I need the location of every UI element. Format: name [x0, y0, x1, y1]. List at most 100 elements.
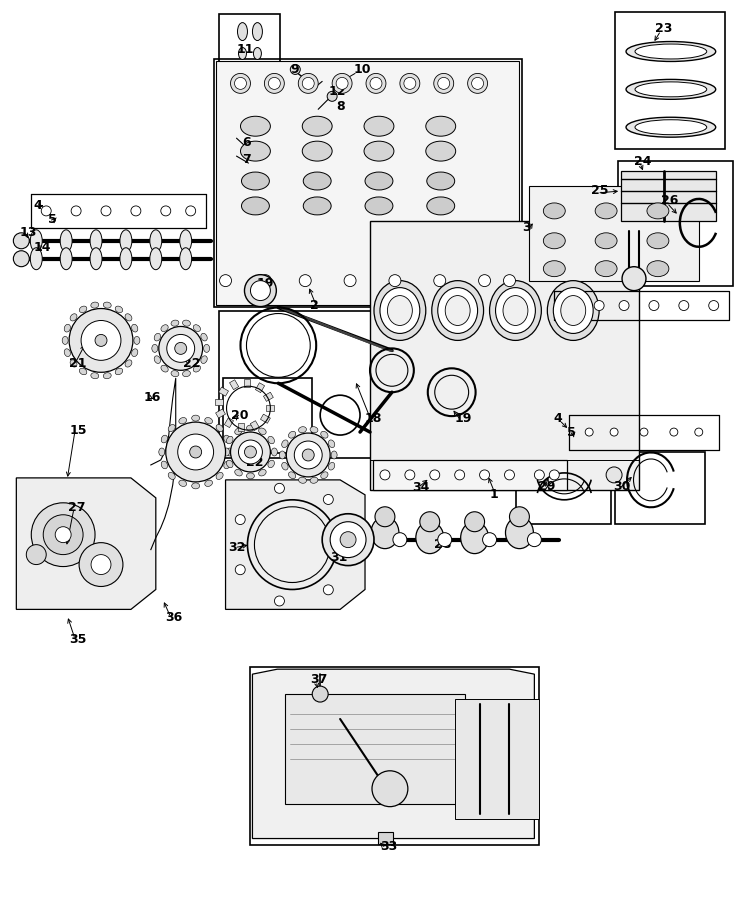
Ellipse shape: [247, 472, 254, 479]
Text: 5: 5: [568, 426, 576, 438]
Text: 32: 32: [228, 541, 246, 554]
Ellipse shape: [595, 261, 617, 276]
Circle shape: [81, 320, 121, 360]
Ellipse shape: [365, 172, 393, 190]
Ellipse shape: [79, 368, 87, 374]
Bar: [267, 405, 274, 411]
Ellipse shape: [192, 415, 199, 421]
Circle shape: [55, 526, 71, 543]
Text: 15: 15: [69, 424, 87, 436]
Circle shape: [400, 74, 420, 94]
Circle shape: [430, 470, 439, 480]
Circle shape: [79, 543, 123, 587]
Circle shape: [26, 544, 46, 564]
Circle shape: [323, 494, 333, 504]
Circle shape: [433, 74, 453, 94]
Ellipse shape: [416, 522, 444, 554]
Polygon shape: [529, 186, 699, 281]
Circle shape: [610, 428, 618, 436]
Text: 22: 22: [247, 456, 264, 470]
Circle shape: [159, 327, 202, 370]
Circle shape: [375, 507, 395, 526]
Ellipse shape: [162, 461, 167, 469]
Text: 14: 14: [33, 241, 51, 255]
Ellipse shape: [242, 172, 270, 190]
Ellipse shape: [438, 288, 478, 333]
Circle shape: [404, 77, 416, 89]
Ellipse shape: [239, 48, 247, 59]
Circle shape: [468, 74, 488, 94]
Bar: [245, 379, 250, 387]
Ellipse shape: [168, 472, 175, 480]
Ellipse shape: [303, 172, 331, 190]
Ellipse shape: [216, 425, 223, 432]
Bar: [216, 409, 225, 419]
Ellipse shape: [635, 82, 707, 97]
Circle shape: [585, 428, 593, 436]
Ellipse shape: [647, 202, 669, 219]
Ellipse shape: [241, 116, 270, 136]
Circle shape: [294, 441, 322, 469]
Circle shape: [380, 470, 390, 480]
Circle shape: [482, 533, 496, 546]
Polygon shape: [370, 220, 639, 490]
Circle shape: [245, 274, 276, 307]
Circle shape: [505, 470, 514, 480]
Ellipse shape: [461, 522, 488, 554]
Ellipse shape: [288, 472, 296, 479]
Ellipse shape: [216, 472, 223, 480]
Text: 21: 21: [189, 456, 206, 470]
Ellipse shape: [388, 295, 412, 326]
Bar: [213, 59, 522, 307]
Circle shape: [166, 422, 225, 482]
Circle shape: [332, 74, 352, 94]
Circle shape: [695, 428, 702, 436]
Text: 13: 13: [19, 226, 37, 239]
Text: 23: 23: [655, 22, 672, 35]
Circle shape: [161, 206, 170, 216]
Circle shape: [274, 596, 285, 606]
Text: 11: 11: [236, 43, 254, 56]
Ellipse shape: [224, 461, 230, 469]
Ellipse shape: [247, 425, 254, 431]
Circle shape: [265, 74, 285, 94]
Text: 4: 4: [33, 200, 42, 212]
Text: 6: 6: [242, 136, 251, 149]
Bar: [215, 400, 222, 405]
Ellipse shape: [205, 418, 213, 424]
Ellipse shape: [445, 295, 470, 326]
Ellipse shape: [288, 431, 296, 438]
Ellipse shape: [299, 477, 307, 483]
Circle shape: [235, 564, 245, 575]
Ellipse shape: [626, 117, 716, 137]
Circle shape: [43, 515, 83, 554]
Ellipse shape: [161, 325, 168, 331]
Circle shape: [178, 434, 213, 470]
Text: 21: 21: [69, 356, 87, 370]
Circle shape: [479, 274, 491, 286]
Circle shape: [442, 467, 458, 483]
Ellipse shape: [192, 483, 199, 489]
Ellipse shape: [543, 261, 565, 276]
Bar: [621, 171, 716, 220]
Ellipse shape: [227, 460, 233, 468]
Circle shape: [471, 77, 484, 89]
Bar: [250, 420, 259, 430]
Ellipse shape: [238, 22, 247, 40]
Ellipse shape: [259, 470, 266, 476]
Text: 17: 17: [300, 452, 318, 464]
Text: 22: 22: [183, 356, 200, 370]
Ellipse shape: [647, 233, 669, 248]
Ellipse shape: [132, 349, 138, 356]
Ellipse shape: [626, 41, 716, 61]
Ellipse shape: [90, 230, 102, 252]
Text: 34: 34: [412, 482, 429, 494]
Ellipse shape: [171, 371, 179, 377]
Ellipse shape: [91, 373, 99, 379]
Circle shape: [510, 507, 529, 526]
Ellipse shape: [561, 295, 585, 326]
Ellipse shape: [120, 248, 132, 270]
Bar: [219, 387, 228, 396]
Ellipse shape: [70, 314, 77, 321]
Circle shape: [101, 206, 111, 216]
